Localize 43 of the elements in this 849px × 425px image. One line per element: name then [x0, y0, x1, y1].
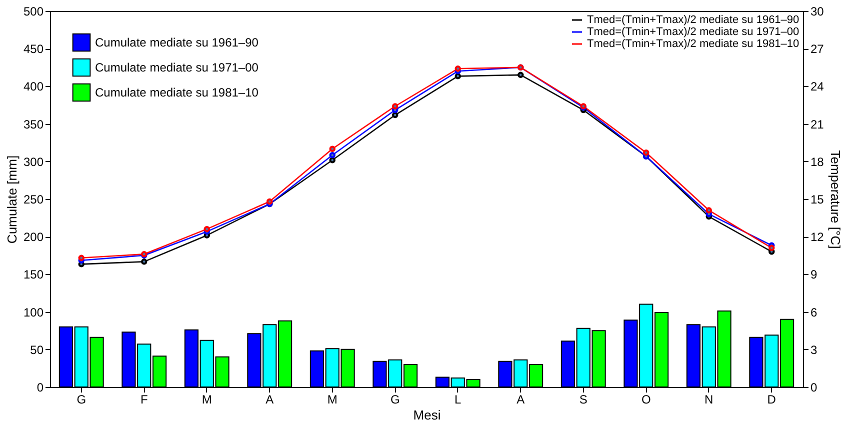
y-tick-label: 450 — [23, 42, 44, 56]
x-tick-label: G — [390, 392, 400, 406]
x-tick-label: S — [579, 392, 588, 406]
y-tick-label: 400 — [23, 80, 44, 94]
x-tick-label: L — [454, 392, 462, 406]
legend-label: Cumulate mediate su 1971–00 — [95, 60, 259, 74]
x-tick-label: F — [140, 392, 148, 406]
x-tick-label: G — [76, 392, 86, 406]
y-tick-label: 500 — [23, 4, 44, 18]
y-axis-title: Cumulate [mm] — [4, 155, 20, 244]
y2-tick-label: 0 — [810, 380, 818, 394]
x-axis-title: Mesi — [413, 408, 441, 422]
legend-label: Tmed=(Tmin+Tmax)/2 mediate su 1971–00 — [587, 26, 800, 38]
y2-tick-label: 3 — [810, 342, 818, 357]
x-tick-label: A — [266, 392, 274, 406]
legend-label: Tmed=(Tmin+Tmax)/2 mediate su 1981–10 — [587, 38, 800, 50]
legend-label: Cumulate mediate su 1981–10 — [95, 86, 259, 100]
y2-tick-label: 9 — [810, 268, 818, 282]
y2-tick-label: 24 — [810, 80, 824, 94]
y2-tick-label: 21 — [810, 117, 824, 132]
y2-axis-title: Temperature [°C] — [828, 150, 843, 249]
x-tick-label: O — [641, 392, 651, 406]
x-tick-label: D — [767, 392, 776, 406]
y-tick-label: 0 — [36, 380, 44, 394]
y2-tick-label: 27 — [810, 42, 824, 56]
y2-tick-label: 12 — [810, 230, 824, 244]
y2-tick-label: 15 — [810, 192, 824, 206]
y-tick-label: 100 — [23, 305, 44, 320]
x-tick-label: M — [327, 392, 338, 406]
x-tick-label: N — [704, 392, 714, 406]
legend-label: Tmed=(Tmin+Tmax)/2 mediate su 1961–90 — [587, 14, 800, 26]
y-tick-label: 50 — [30, 342, 44, 357]
y-tick-label: 150 — [23, 268, 44, 282]
y2-tick-label: 18 — [810, 154, 824, 169]
y-tick-label: 250 — [23, 192, 44, 206]
y-tick-label: 300 — [23, 154, 44, 169]
legend-label: Cumulate mediate su 1961–90 — [95, 36, 259, 50]
y-tick-label: 350 — [23, 117, 44, 132]
x-tick-label: M — [202, 392, 212, 406]
y-tick-label: 200 — [23, 230, 44, 244]
y2-tick-label: 30 — [810, 4, 824, 18]
y2-tick-label: 6 — [810, 305, 818, 320]
x-tick-label: A — [516, 392, 525, 406]
